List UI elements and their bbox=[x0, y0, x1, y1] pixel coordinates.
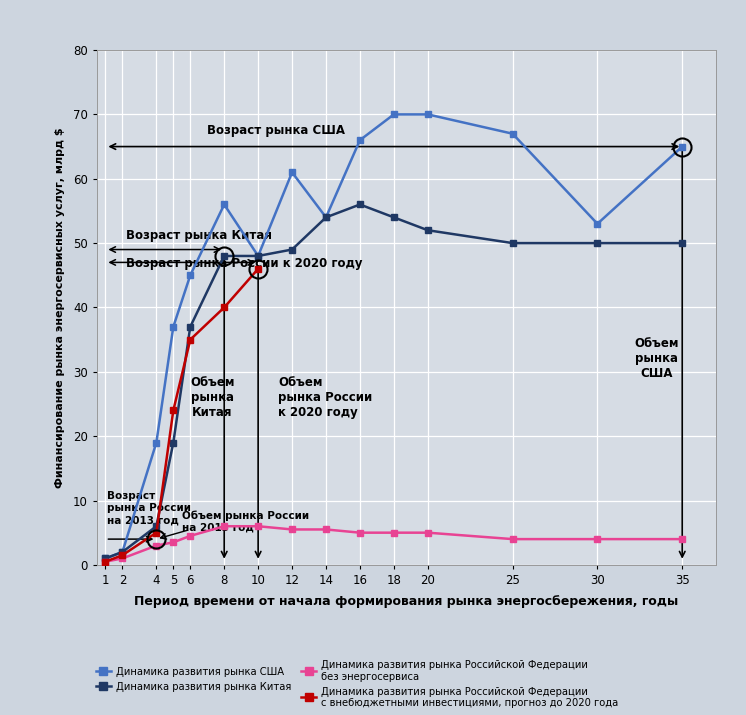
Text: Объем рынка России
на 2013 год: Объем рынка России на 2013 год bbox=[182, 511, 309, 532]
X-axis label: Период времени от начала формирования рынка энергосбережения, годы: Период времени от начала формирования ры… bbox=[134, 595, 679, 608]
Text: Возраст рынка Китая: Возраст рынка Китая bbox=[126, 229, 272, 242]
Y-axis label: Финансирование рынка энергосервисных услуг, млрд $: Финансирование рынка энергосервисных усл… bbox=[54, 127, 65, 488]
Text: Возраст
рынка России
на 2013 год: Возраст рынка России на 2013 год bbox=[107, 490, 191, 526]
Text: Возраст рынка России к 2020 году: Возраст рынка России к 2020 году bbox=[126, 257, 363, 270]
Text: Объем
рынка
Китая: Объем рынка Китая bbox=[190, 376, 234, 419]
Text: Возраст рынка США: Возраст рынка США bbox=[207, 124, 345, 137]
Text: Объем
рынка России
к 2020 году: Объем рынка России к 2020 году bbox=[278, 376, 373, 419]
Legend: Динамика развития рынка США, Динамика развития рынка Китая, Динамика развития ры: Динамика развития рынка США, Динамика ра… bbox=[95, 660, 618, 708]
Text: Объем
рынка
США: Объем рынка США bbox=[635, 337, 679, 380]
